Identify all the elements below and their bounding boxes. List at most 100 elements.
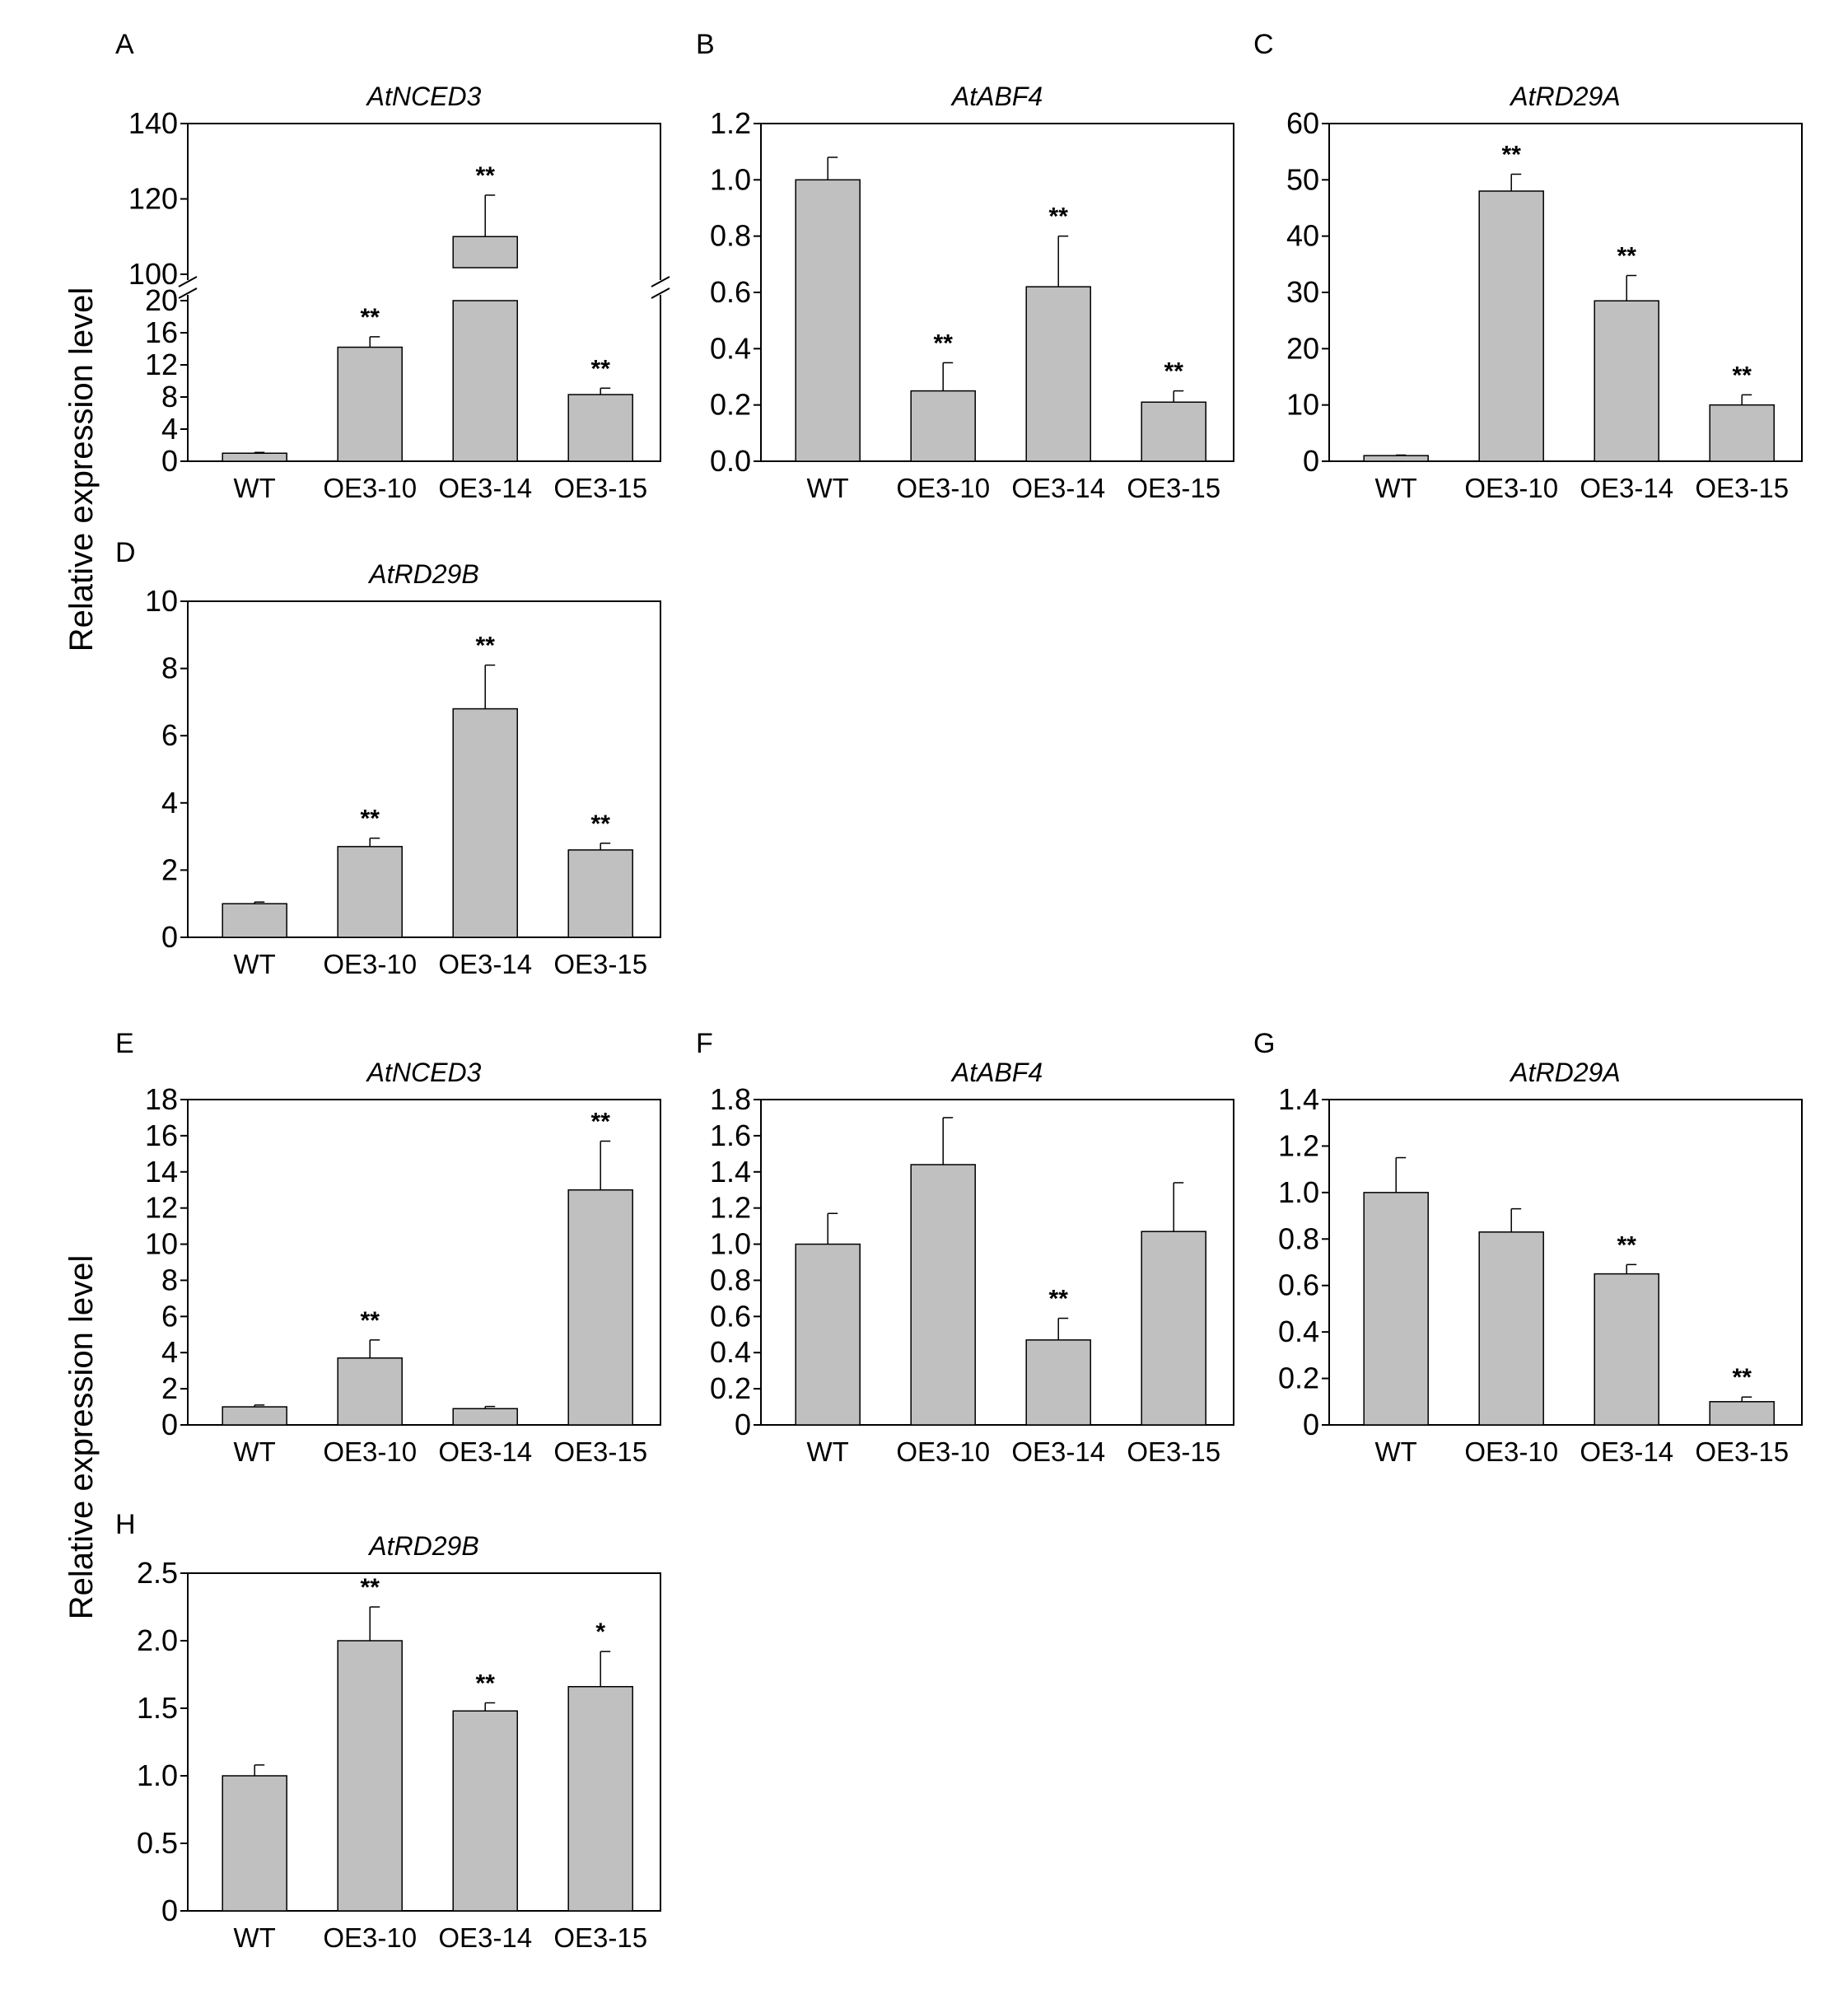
x-tick-label-h-1: OE3-10: [323, 1922, 417, 1953]
y-tick-label-d: 4: [161, 786, 178, 820]
y-tick-label-h: 2.5: [137, 1556, 178, 1590]
axis-break-gap-left: [184, 280, 191, 295]
bar-d-2: [452, 708, 518, 938]
x-tick-label-a-1: OE3-10: [323, 473, 417, 503]
axis-break-mark: [651, 287, 670, 299]
significance-e-1: **: [361, 1307, 380, 1334]
y-tick-label-h: 2.0: [137, 1623, 178, 1657]
bar-h-2: [452, 1710, 518, 1912]
y-tick-label-c: 50: [1286, 162, 1319, 196]
x-tick-label-d-2: OE3-14: [438, 949, 532, 979]
plot-frame-g: [1328, 1099, 1803, 1426]
bar-g-3: [1709, 1401, 1775, 1426]
y-tick-label-g: 0.4: [1278, 1315, 1319, 1348]
y-tick-label-e: 8: [161, 1263, 178, 1296]
plot-frame-f: [760, 1099, 1234, 1426]
bar-e-3: [567, 1189, 633, 1426]
y-tick-label-c: 10: [1286, 388, 1319, 422]
chart-title-h: AtRD29B: [367, 1531, 478, 1561]
plot-frame-e: [187, 1099, 661, 1426]
chart-c: C AtRD29A 0 10 20 30 40 50 60 WT ** OE3-10 ** OE3-14 *…: [1253, 29, 1803, 503]
significance-g-2: **: [1617, 1231, 1637, 1259]
chart-g: G AtRD29A 0 0.2 0.4 0.6 0.8 1.0 1.2 1.4 WT OE3-10 **…: [1253, 1028, 1803, 1467]
significance-c-1: **: [1502, 142, 1522, 169]
significance-f-2: **: [1049, 1286, 1069, 1313]
bar-g-1: [1478, 1231, 1544, 1426]
panel-letter-d: D: [115, 537, 136, 568]
bar-b-1: [910, 390, 976, 462]
x-tick-label-a-0: WT: [234, 473, 276, 503]
y-tick-label-d: 0: [161, 920, 178, 954]
y-tick-label-d: 10: [145, 584, 178, 618]
chart-title-b: AtABF4: [950, 82, 1043, 111]
bar-b-3: [1141, 401, 1206, 462]
bar-f-2: [1025, 1339, 1091, 1426]
bar-d-3: [567, 849, 633, 938]
y-tick-label-g: 1.2: [1278, 1128, 1319, 1162]
chart-title-d: AtRD29B: [367, 559, 478, 589]
y-tick-label-h: 0: [161, 1894, 178, 1927]
bar-c-1: [1478, 190, 1544, 462]
y-tick-label-a: 20: [145, 283, 178, 317]
x-tick-label-a-3: OE3-15: [553, 473, 647, 503]
chart-title-c: AtRD29A: [1509, 82, 1620, 111]
bar-d-0: [222, 903, 287, 938]
y-tick-label-e: 0: [161, 1408, 178, 1441]
y-tick-label-g: 0.2: [1278, 1361, 1319, 1395]
y-tick-label-d: 2: [161, 852, 178, 886]
y-tick-label-c: 60: [1286, 106, 1319, 140]
bar-e-2: [452, 1408, 518, 1426]
x-tick-label-g-3: OE3-15: [1695, 1436, 1789, 1467]
bar-a-1: [337, 346, 403, 462]
y-tick-label-b: 0.4: [710, 331, 751, 365]
y-tick-label-a: 140: [128, 106, 178, 140]
x-tick-label-d-0: WT: [234, 949, 276, 979]
significance-b-3: **: [1164, 358, 1184, 385]
y-tick-label-c: 0: [1303, 444, 1319, 478]
x-tick-label-e-3: OE3-15: [553, 1436, 647, 1467]
significance-a-3: **: [591, 355, 611, 382]
y-tick-label-a: 16: [145, 315, 178, 349]
significance-g-3: **: [1733, 1364, 1752, 1391]
x-tick-label-c-3: OE3-15: [1695, 473, 1789, 503]
x-tick-label-f-1: OE3-10: [896, 1436, 990, 1467]
y-tick-label-g: 0.6: [1278, 1268, 1319, 1302]
x-tick-label-f-0: WT: [807, 1436, 849, 1467]
chart-title-a: AtNCED3: [366, 82, 482, 111]
y-tick-label-e: 10: [145, 1227, 178, 1261]
y-tick-label-a: 120: [128, 182, 178, 216]
x-tick-label-e-0: WT: [234, 1436, 276, 1467]
x-tick-label-d-1: OE3-10: [323, 949, 417, 979]
plot-frame-h: [187, 1572, 661, 1912]
y-tick-label-b: 0.0: [710, 444, 751, 478]
y-tick-label-f: 1.2: [710, 1191, 751, 1225]
bar-a-0: [222, 452, 287, 462]
significance-a-2: **: [476, 162, 496, 189]
y-tick-label-d: 8: [161, 652, 178, 685]
chart-title-e: AtNCED3: [366, 1058, 482, 1087]
y-tick-label-g: 1.4: [1278, 1082, 1319, 1116]
significance-b-2: **: [1049, 203, 1069, 231]
bar-h-1: [337, 1640, 403, 1912]
x-tick-label-d-3: OE3-15: [553, 949, 647, 979]
x-tick-label-b-2: OE3-14: [1011, 473, 1105, 503]
y-tick-label-g: 1.0: [1278, 1175, 1319, 1209]
y-tick-label-c: 40: [1286, 219, 1319, 253]
y-tick-label-f: 1.8: [710, 1082, 751, 1116]
chart-title-f: AtABF4: [950, 1058, 1043, 1087]
bar-upper-a-2: [452, 236, 518, 269]
bar-a-3: [567, 394, 633, 462]
panel-letter-a: A: [115, 29, 134, 60]
y-tick-label-b: 1.0: [710, 162, 751, 196]
y-tick-label-b: 0.8: [710, 219, 751, 253]
ylabel-top: Relative expression level: [63, 287, 100, 652]
significance-h-1: **: [361, 1574, 380, 1601]
x-tick-label-b-1: OE3-10: [896, 473, 990, 503]
y-tick-label-g: 0.8: [1278, 1221, 1319, 1255]
y-tick-label-d: 6: [161, 718, 178, 752]
y-tick-label-h: 1.5: [137, 1691, 178, 1725]
y-tick-label-f: 0.4: [710, 1335, 751, 1369]
x-tick-label-c-1: OE3-10: [1464, 473, 1558, 503]
y-tick-label-e: 6: [161, 1299, 178, 1333]
y-tick-label-e: 4: [161, 1335, 178, 1369]
